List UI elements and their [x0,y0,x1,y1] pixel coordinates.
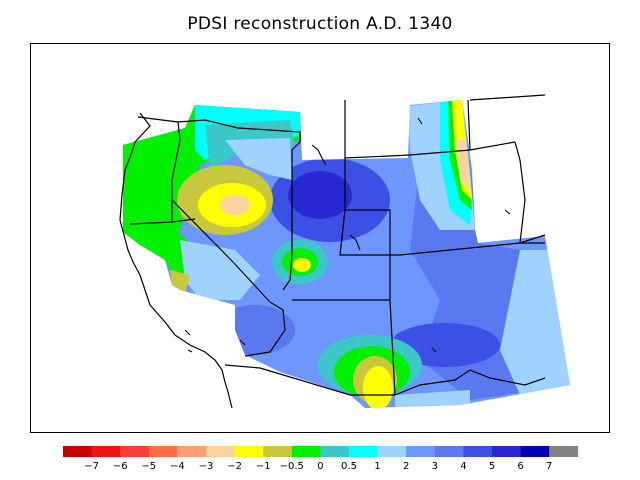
field-gb-yellow [293,258,311,272]
legend-swatch [320,446,350,457]
lake-small-3 [431,347,437,353]
map-frame-border [30,43,610,433]
legend-tick-label: 2 [403,461,409,472]
legend-swatches [63,446,579,457]
lakes [184,117,511,353]
borders [119,94,546,409]
legend-swatch [291,446,321,457]
field-band-south-east [500,250,570,395]
legend-tick-label: −7 [84,461,99,472]
field-nw-lightblue [225,138,292,180]
legend-tick-label: 0 [317,461,323,472]
field-ca-lightblue [180,240,260,300]
lake-small-1 [349,234,361,251]
legend-tick-label: −6 [113,461,128,472]
legend-swatch [91,446,121,457]
legend-swatch [349,446,378,457]
legend-tick-label: −0.5 [280,461,304,472]
legend-swatch [406,446,436,457]
border-nv-ut [282,150,293,291]
border-az-ca [244,301,286,357]
map-title: PDSI reconstruction A.D. 1340 [187,14,453,34]
lake-small-2 [417,117,423,125]
border-ca-nv [171,199,271,303]
border-wy-co [339,158,546,256]
legend-swatch [463,446,493,457]
border-mt-nd [467,94,546,151]
legend-swatch [234,446,264,457]
legend-tick-label: 1 [374,461,380,472]
field-or-peach [220,195,250,215]
field-nm-yellow [363,366,393,408]
legend-tick-label: 0.5 [341,461,357,472]
legend-tick-label: 3 [432,461,438,472]
border-ut-co [345,209,396,396]
map-panel [30,43,610,433]
legend-tick-label: −5 [141,461,156,472]
legend-swatch [148,446,178,457]
legend-swatch [377,446,407,457]
legend-tick-label: −1 [256,461,271,472]
border-sd [514,141,526,244]
field-nm-lightblue-strip [395,390,470,408]
legend-tick-label: 7 [546,461,552,472]
legend-tick-label: −4 [170,461,185,472]
lake-small-4 [184,329,193,353]
legend-swatch [177,446,207,457]
lake-small-6 [504,209,511,215]
legend-swatch [63,446,92,457]
color-legend: −7 −6 −5 −4 −3 −2 −1 −0.5 0 0.5 1 2 3 4 5 6 7 [63,446,579,472]
legend-tick-label: −2 [227,461,242,472]
legend-swatch [520,446,550,457]
border-mt-wy [344,100,516,159]
border-wa-or [137,116,301,133]
legend-tick-label: 5 [489,461,495,472]
legend-swatch [206,446,235,457]
legend-swatch [549,446,579,457]
border-id-wy [291,132,301,151]
legend-tick-label: 6 [517,461,523,472]
border-az-mex [224,364,395,396]
border-nm-tx [394,369,546,396]
field-mt-peach [456,140,470,190]
coastline-west [119,112,233,409]
field-wet-core-inner [288,171,352,219]
legend-swatch [120,446,150,457]
legend-labels: −7 −6 −5 −4 −3 −2 −1 −0.5 0 0.5 1 2 3 4 5 6 7 [84,461,552,472]
legend-swatch [263,446,293,457]
legend-tick-label: 4 [460,461,466,472]
legend-swatch [492,446,521,457]
lake-great-salt [311,144,327,166]
legend-tick-label: −3 [199,461,214,472]
legend-swatch [434,446,464,457]
lake-small-5 [239,339,246,346]
